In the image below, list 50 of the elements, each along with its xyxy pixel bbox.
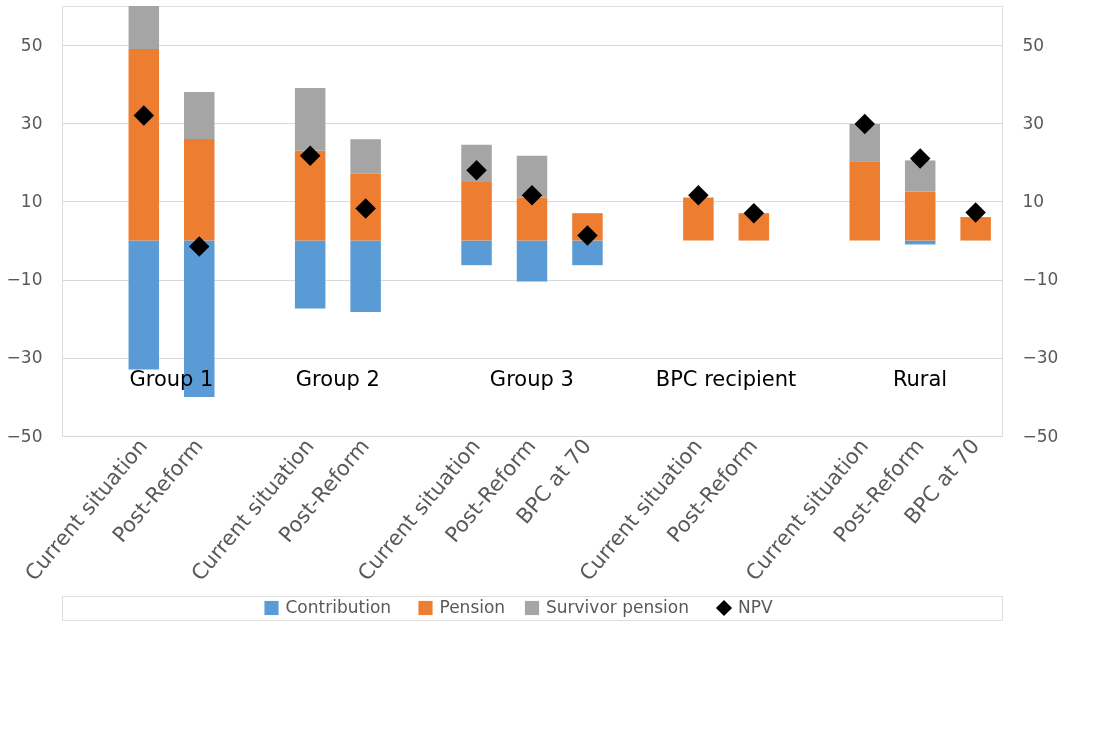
y2-tick-label: −10 <box>1022 269 1059 290</box>
bar <box>350 240 381 313</box>
legend-label: Contribution <box>285 597 392 617</box>
point <box>521 184 543 206</box>
bar <box>683 197 714 241</box>
annotation: Rural <box>892 367 948 392</box>
bar <box>849 124 880 162</box>
bar <box>461 240 492 266</box>
bar <box>128 6 160 49</box>
bar <box>294 150 326 241</box>
point <box>189 236 210 257</box>
y-tick-label: −30 <box>6 347 43 368</box>
point <box>133 105 155 126</box>
bar <box>904 160 936 192</box>
bar <box>184 92 215 139</box>
y2-tick-label: −50 <box>1022 425 1059 446</box>
bar <box>516 197 548 241</box>
y2-tick-label: 50 <box>1022 34 1045 55</box>
y2-tick-label: −30 <box>1022 347 1059 368</box>
point <box>909 148 931 169</box>
bar <box>184 138 215 241</box>
point <box>854 113 875 135</box>
annotation: Group 2 <box>295 367 380 392</box>
point <box>965 202 986 223</box>
bar <box>572 240 603 266</box>
point <box>743 202 765 224</box>
annotation: BPC recipient <box>655 367 797 392</box>
y-tick-label: 30 <box>20 112 43 133</box>
bar <box>960 217 991 241</box>
point <box>299 145 321 166</box>
bar <box>128 49 160 241</box>
legend-label: Pension <box>439 597 506 617</box>
legend-label: Survivor pension <box>546 597 689 617</box>
y-tick-label: 10 <box>20 190 43 211</box>
bar <box>904 191 936 241</box>
y-tick-label: 50 <box>20 34 43 55</box>
bar <box>849 161 880 241</box>
legend-label: NPV <box>738 597 773 617</box>
bar <box>350 139 381 174</box>
bar <box>294 88 326 151</box>
point <box>688 184 709 206</box>
annotation: Group 3 <box>489 367 574 392</box>
y-tick-label: −10 <box>6 269 43 290</box>
y2-tick-label: 30 <box>1022 112 1045 133</box>
bar <box>128 240 160 370</box>
y-tick-label: −50 <box>6 425 43 446</box>
bar <box>516 240 548 282</box>
bar <box>461 181 492 241</box>
y2-tick-label: 10 <box>1022 190 1045 211</box>
bar <box>294 240 326 309</box>
